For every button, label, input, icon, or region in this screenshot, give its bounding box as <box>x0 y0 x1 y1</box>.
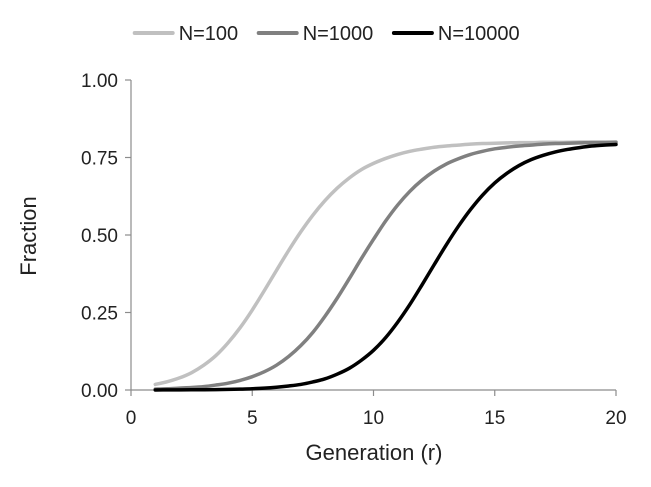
x-tick-label: 10 <box>363 408 384 429</box>
legend-item: N=1000 <box>256 23 374 45</box>
x-axis: 0 5 10 15 20 <box>126 389 627 429</box>
y-tick-label: 0.50 <box>81 226 118 247</box>
legend-label: N=100 <box>179 23 239 45</box>
x-tick-label: 5 <box>247 408 258 429</box>
y-tick-label: 0.75 <box>81 149 118 170</box>
x-tick-label: 0 <box>126 408 137 429</box>
y-tick-label: 0.25 <box>81 304 118 325</box>
y-axis-title: Fraction <box>16 196 41 275</box>
legend-label: N=10000 <box>438 23 520 45</box>
x-axis-title: Generation (r) <box>306 440 443 465</box>
y-tick-label: 1.00 <box>81 71 118 92</box>
series-line-2 <box>153 140 618 391</box>
series-line-1 <box>153 140 618 387</box>
legend: N=100 N=1000 N=10000 <box>132 23 520 45</box>
plot-lines <box>153 140 618 392</box>
legend-item: N=100 <box>132 23 239 45</box>
x-tick-label: 15 <box>484 408 505 429</box>
legend-label: N=1000 <box>303 23 374 45</box>
y-tick-label: 0.00 <box>81 381 118 402</box>
y-axis: 0.00 0.25 0.50 0.75 1.00 <box>81 71 132 402</box>
x-tick-label: 20 <box>605 408 626 429</box>
legend-item: N=10000 <box>391 23 520 45</box>
series-line-3 <box>153 142 618 392</box>
